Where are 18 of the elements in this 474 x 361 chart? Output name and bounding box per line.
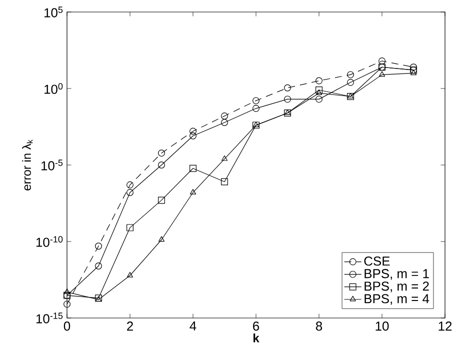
y-axis-title: error in λ$_{k}$ xyxy=(22,140,33,190)
x-tick-label: 4 xyxy=(190,322,196,330)
y-tick-label: 10$^{0}$ xyxy=(44,83,63,94)
legend-label: BPS, m = 1 xyxy=(364,269,429,280)
y-tick-label: 10$^{5}$ xyxy=(44,6,63,18)
x-tick-label: 0 xyxy=(64,322,70,331)
y-tick-label: 10$^{-5}$ xyxy=(42,160,63,170)
x-tick-label: 12 xyxy=(438,322,452,331)
legend-label: BPS, m = 4 xyxy=(364,294,430,305)
y-tick-label: 10$^{-10}$ xyxy=(36,236,63,247)
x-tick-label: 8 xyxy=(316,322,322,331)
x-tick-label: 2 xyxy=(127,322,133,331)
legend-label: CSE xyxy=(364,256,390,266)
x-tick-label: 10 xyxy=(376,322,389,331)
legend-label: BPS, m = 2 xyxy=(364,282,429,292)
x-axis-title: k xyxy=(254,334,260,342)
x-tick-label: 6 xyxy=(253,322,260,331)
y-tick-label: 10$^{-15}$ xyxy=(36,312,63,324)
